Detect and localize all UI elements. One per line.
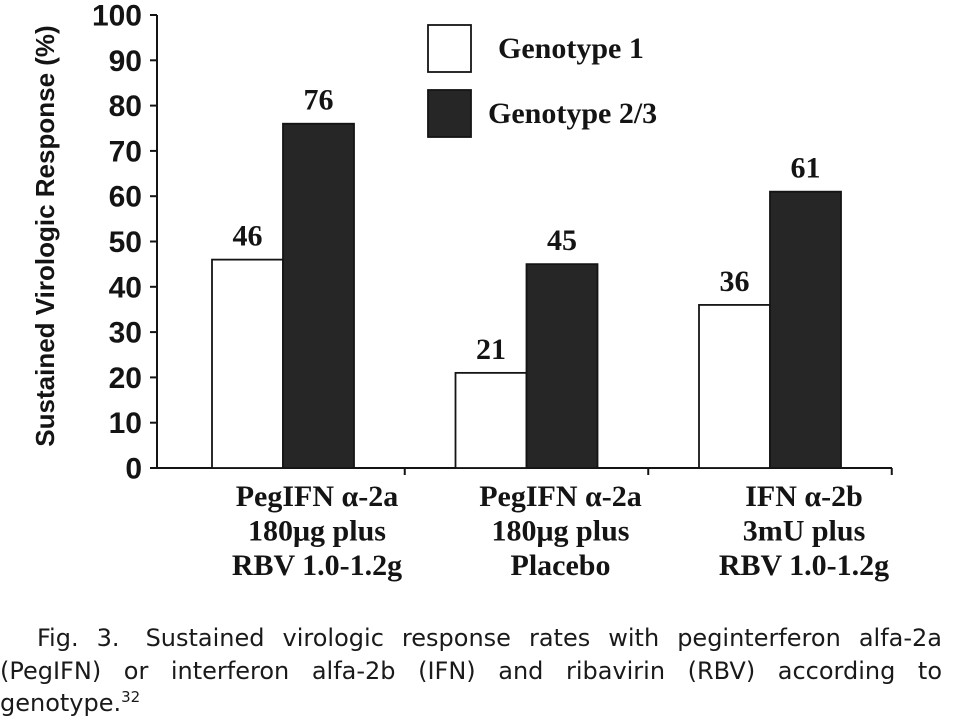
category-label-line: RBV 1.0-1.2g — [719, 549, 889, 582]
bars — [211, 122, 842, 469]
bar-genotype-2-3 — [769, 190, 842, 469]
category-label-line: 3mU plus — [743, 515, 866, 548]
y-tick-label: 90 — [109, 45, 142, 78]
caption-label: Fig. 3. — [37, 624, 120, 652]
category-label-line: 180μg plus — [492, 515, 630, 548]
bar-genotype-1 — [211, 258, 284, 469]
category-label-line: 180μg plus — [248, 515, 386, 548]
y-tick-label: 100 — [92, 0, 142, 33]
data-label-genotype-1: 21 — [476, 333, 506, 366]
y-tick-label: 20 — [109, 362, 142, 395]
data-label-genotype-2-3: 61 — [791, 152, 821, 185]
data-label-genotype-2-3: 76 — [304, 84, 334, 117]
y-tick-label: 70 — [109, 135, 142, 168]
legend: Genotype 1 Genotype 2/3 — [427, 24, 657, 138]
caption-line-2: (PegIFN) or interferon alfa-2b (IFN) and… — [0, 656, 942, 685]
legend-swatch-genotype-1 — [427, 24, 472, 73]
data-label-genotype-1: 46 — [233, 220, 263, 253]
y-tick-label: 30 — [109, 317, 142, 350]
category-label-line: IFN α-2b — [745, 480, 863, 513]
category-label-line: RBV 1.0-1.2g — [232, 549, 402, 582]
legend-label-genotype-2-3: Genotype 2/3 — [488, 97, 657, 130]
bar-genotype-2-3 — [525, 263, 599, 469]
y-axis-title: Sustained Virologic Response (%) — [30, 25, 60, 446]
y-tick-label: 60 — [109, 181, 142, 214]
bar-genotype-1 — [698, 304, 771, 469]
category-label-line: PegIFN α-2a — [479, 480, 642, 513]
axes: 0 10 20 30 40 50 60 70 80 90 100 — [92, 0, 893, 486]
bar-genotype-2-3 — [282, 122, 355, 469]
y-tick-label: 10 — [109, 407, 142, 440]
category-label-line: PegIFN α-2a — [236, 480, 399, 513]
y-tick-label: 80 — [109, 90, 142, 123]
caption-reference: 32 — [121, 688, 141, 706]
data-label-genotype-2-3: 45 — [547, 224, 577, 257]
legend-swatch-genotype-2-3 — [427, 89, 472, 138]
bar-chart: Sustained Virologic Response (%) 0 10 20 30… — [30, 0, 893, 582]
y-tick-label: 40 — [109, 271, 142, 304]
caption-text: Sustained virologic response rates with … — [145, 624, 942, 652]
figure-caption: Fig. 3. Sustained virologic response rat… — [0, 622, 942, 720]
bar-genotype-1 — [454, 371, 528, 469]
caption-line-3: genotype.32 — [0, 687, 942, 720]
data-label-genotype-1: 36 — [720, 265, 750, 298]
caption-line-1: Fig. 3. Sustained virologic response rat… — [0, 622, 942, 655]
data-labels: 46 21 36 76 45 61 — [233, 84, 821, 366]
y-tick-label: 50 — [109, 226, 142, 259]
y-tick-label: 0 — [125, 453, 142, 486]
caption-text: genotype. — [0, 689, 122, 717]
category-label-line: Placebo — [511, 549, 611, 582]
legend-label-genotype-1: Genotype 1 — [498, 32, 644, 65]
